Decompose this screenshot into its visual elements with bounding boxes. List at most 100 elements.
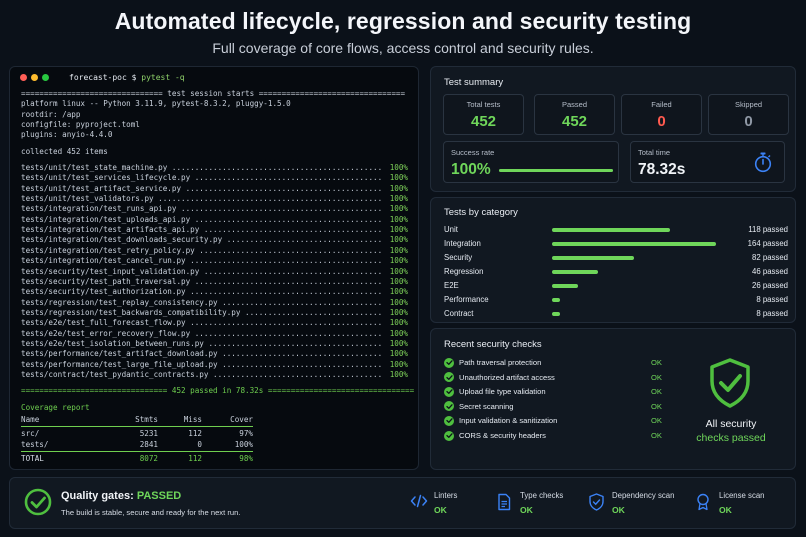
test-result-line: tests/integration/test_retry_policy.py .… — [21, 246, 408, 256]
security-check-status: OK — [651, 401, 662, 411]
session-start-line: =============================== test ses… — [21, 89, 406, 98]
security-check-row: Secret scanning OK — [444, 400, 662, 413]
maximize-dot[interactable] — [42, 73, 49, 81]
gate-value: OK — [434, 505, 447, 515]
minimize-dot[interactable] — [31, 73, 38, 81]
category-count: 46 passed — [752, 267, 788, 276]
test-result-line: tests/regression/test_replay_consistency… — [21, 298, 408, 308]
coverage-cell: 98% — [239, 454, 253, 463]
test-percent: 100% — [389, 369, 408, 379]
test-percent: 100% — [389, 297, 408, 307]
stat-value: 0 — [657, 113, 666, 130]
page-title: Automated lifecycle, regression and secu… — [114, 8, 692, 34]
test-path: tests/security/test_authorization.py ...… — [21, 287, 383, 297]
stat-label: Skipped — [734, 100, 763, 109]
category-row: Performance 8 passed — [444, 293, 788, 306]
category-count: 8 passed — [756, 309, 788, 318]
test-result-line: tests/security/test_input_validation.py … — [21, 267, 408, 277]
panel-title: Tests by category — [444, 207, 518, 218]
panel-title: Test summary — [444, 77, 504, 88]
category-bar — [552, 255, 634, 260]
coverage-cell: TOTAL — [21, 454, 44, 463]
coverage-cell: src/ — [21, 429, 40, 439]
test-result-line: tests/unit/test_artifact_service.py ....… — [21, 184, 408, 194]
test-percent: 100% — [389, 287, 408, 297]
stopwatch-icon — [753, 152, 773, 178]
category-name: Contract — [444, 309, 474, 318]
coverage-header-row: Name Stmts Miss Cover — [21, 415, 408, 425]
test-results-list: tests/unit/test_state_machine.py .......… — [21, 163, 408, 380]
test-percent: 100% — [389, 266, 408, 276]
security-check-status: OK — [651, 431, 662, 440]
security-badge-line1: All security — [705, 418, 757, 430]
test-result-line: tests/integration/test_artifacts_api.py … — [21, 225, 408, 235]
test-result-line: tests/integration/test_runs_api.py .....… — [21, 204, 408, 214]
coverage-total-row: TOTAL 8072 112 98% — [21, 454, 408, 464]
quality-gates-title: Quality gates: PASSED — [61, 490, 181, 502]
total-time-value: 78.32s — [638, 161, 686, 178]
security-check-row: Path traversal protection OK — [444, 356, 662, 369]
gate-label: Linters — [434, 491, 458, 500]
coverage-cell: tests/ — [21, 439, 49, 449]
header-line: configfile: pyproject.toml — [21, 120, 140, 130]
success-rate-fill — [499, 169, 613, 172]
stat-label: Passed — [561, 100, 588, 109]
check-icon — [444, 430, 454, 441]
security-checks-panel: Recent security checks Path traversal pr… — [430, 328, 796, 470]
security-check-status: OK — [651, 387, 662, 397]
test-result-line: tests/regression/test_backwards_compatib… — [21, 308, 408, 318]
success-rate-label: Success rate — [451, 148, 495, 157]
terminal-window[interactable]: forecast-poc $ pytest -q ===============… — [9, 66, 419, 470]
coverage-table: Name Stmts Miss Cover src/ 5231 112 97% … — [21, 415, 408, 464]
test-result-line: tests/e2e/test_full_forecast_flow.py ...… — [21, 318, 408, 328]
category-name: Security — [444, 253, 473, 262]
test-path: tests/e2e/test_error_recovery_flow.py ..… — [21, 328, 383, 338]
test-path: tests/e2e/test_isolation_between_runs.py… — [21, 338, 383, 348]
test-result-line: tests/unit/test_validators.py ..........… — [21, 194, 408, 204]
coverage-header: Name — [21, 414, 40, 424]
stat-passed: Passed 452 — [534, 94, 615, 135]
test-result-line: tests/contract/test_pydantic_contracts.p… — [21, 370, 408, 380]
test-path: tests/security/test_input_validation.py … — [21, 266, 383, 276]
total-time-label: Total time — [638, 148, 671, 157]
stat-label: Total tests — [466, 100, 501, 109]
gate-label: License scan — [719, 491, 765, 500]
stat-failed: Failed 0 — [621, 94, 702, 135]
close-dot[interactable] — [20, 73, 27, 81]
category-bar-track — [552, 255, 716, 260]
coverage-cell: 2841 — [139, 439, 158, 449]
test-percent: 100% — [389, 256, 408, 266]
coverage-header: Miss — [183, 414, 202, 424]
category-bar — [552, 269, 598, 274]
coverage-cell: 0 — [197, 439, 202, 449]
test-result-line: tests/security/test_path_traversal.py ..… — [21, 277, 408, 287]
stat-value: 452 — [561, 113, 588, 130]
check-icon — [444, 401, 454, 412]
security-check-name: Path traversal protection — [459, 358, 542, 367]
test-path: tests/integration/test_retry_policy.py .… — [21, 245, 383, 255]
check-icon — [444, 415, 454, 426]
terminal-prompt: forecast-poc $ pytest -q — [69, 73, 185, 82]
test-percent: 100% — [389, 276, 408, 286]
stat-value: 0 — [744, 113, 753, 130]
command-text: pytest -q — [141, 72, 185, 82]
gate-label: Type checks — [520, 491, 564, 500]
success-rate-bar — [499, 169, 613, 172]
security-check-name: Input validation & sanitization — [459, 416, 558, 426]
coverage-row: src/ 5231 112 97% — [21, 429, 408, 439]
test-percent: 100% — [389, 349, 408, 359]
category-bar — [552, 227, 670, 232]
category-name: Performance — [444, 295, 489, 304]
test-path: tests/integration/test_runs_api.py .....… — [21, 204, 383, 214]
category-count: 8 passed — [756, 295, 788, 304]
category-name: Unit — [444, 225, 458, 234]
header-line: plugins: anyio-4.4.0 — [21, 130, 113, 140]
test-path: tests/contract/test_pydantic_contracts.p… — [21, 369, 383, 379]
security-badge-line2: checks passed — [696, 432, 766, 444]
test-path: tests/unit/test_validators.py ..........… — [21, 194, 383, 204]
coverage-cell: 100% — [234, 439, 253, 449]
shield-check-icon — [707, 357, 753, 414]
category-name: E2E — [444, 281, 459, 290]
quality-gates-subtitle: The build is stable, secure and ready fo… — [61, 508, 241, 517]
security-check-name: Upload file type validation — [459, 387, 546, 397]
